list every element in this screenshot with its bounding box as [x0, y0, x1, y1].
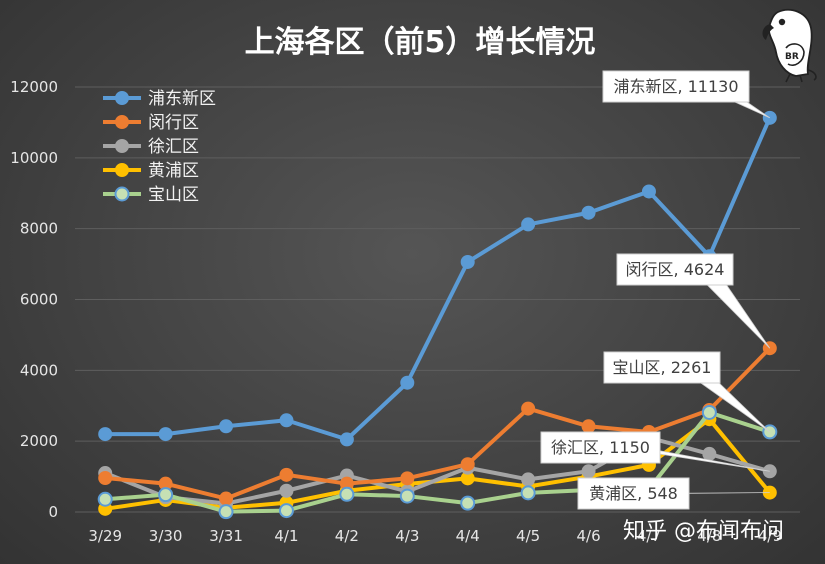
series-1	[98, 110, 777, 447]
series-line	[103, 115, 772, 442]
legend-item: 黄浦区	[103, 161, 199, 181]
callout-label: 闵行区, 4624	[626, 260, 725, 279]
data-point	[641, 184, 656, 199]
data-point	[278, 503, 294, 519]
y-tick-label: 12000	[10, 78, 58, 96]
data-point	[339, 432, 354, 447]
legend-swatch-marker	[115, 115, 129, 129]
legend-item: 宝山区	[103, 185, 199, 205]
data-point	[521, 472, 536, 487]
gridlines	[75, 86, 800, 513]
data-point	[339, 486, 355, 502]
data-point	[219, 419, 234, 434]
legend-swatch-marker	[115, 139, 129, 153]
legend-label: 徐汇区	[148, 137, 199, 157]
data-callout: 浦东新区, 11130	[602, 70, 771, 119]
data-point	[279, 467, 294, 482]
parrot-logo-icon: BR	[762, 8, 817, 83]
callout-label: 宝山区, 2261	[613, 358, 712, 377]
x-tick-label: 3/30	[149, 527, 183, 545]
legend-swatch-marker	[115, 91, 129, 105]
data-point	[581, 419, 596, 434]
data-callout: 徐汇区, 1150	[540, 431, 770, 472]
y-tick-label: 0	[48, 503, 58, 521]
callout-box	[616, 253, 734, 286]
legend-label: 黄浦区	[148, 161, 199, 181]
data-callout: 宝山区, 2261	[603, 351, 771, 433]
chart-title: 上海各区（前5）增长情况	[245, 25, 596, 60]
watermark: 知乎 @布闻布问	[623, 519, 784, 544]
data-point	[702, 446, 717, 461]
callout-layer: 浦东新区, 11130 闵行区, 4624 宝山区, 2261 徐汇区, 1150 黄浦…	[540, 70, 771, 510]
x-tick-label: 3/29	[88, 527, 122, 545]
x-tick-label: 4/1	[274, 527, 298, 545]
callout-box	[577, 477, 690, 510]
data-point	[218, 504, 234, 520]
data-point	[400, 471, 415, 486]
data-point	[219, 491, 234, 506]
data-point	[98, 471, 113, 485]
data-point	[581, 205, 596, 220]
data-callout: 黄浦区, 548	[577, 477, 770, 510]
data-point	[521, 401, 536, 416]
legend-label: 宝山区	[148, 185, 199, 205]
callout-box	[540, 431, 661, 464]
callout-label: 黄浦区, 548	[589, 484, 678, 503]
data-callout: 闵行区, 4624	[616, 253, 771, 349]
series-line	[103, 410, 772, 514]
y-tick-label: 2000	[20, 432, 58, 450]
data-point	[158, 427, 173, 442]
data-point	[460, 495, 476, 511]
x-tick-label: 4/4	[456, 527, 480, 545]
data-point	[581, 464, 596, 479]
callout-box	[602, 70, 750, 103]
legend-item: 闵行区	[103, 113, 199, 133]
data-point	[158, 487, 174, 503]
y-tick-label: 4000	[20, 361, 58, 379]
y-tick-label: 6000	[20, 291, 58, 309]
data-point	[460, 457, 475, 472]
data-point	[97, 491, 113, 507]
data-point	[400, 375, 415, 390]
y-tick-label: 8000	[20, 220, 58, 238]
x-tick-label: 4/9	[758, 527, 782, 545]
x-tick-label: 4/8	[697, 527, 721, 545]
data-point	[460, 254, 475, 269]
callout-box	[603, 351, 721, 384]
data-point	[279, 413, 294, 428]
legend-label: 浦东新区	[148, 89, 216, 109]
x-axis-ticks: 3/29 3/30 3/31 4/1 4/2 4/3 4/4 4/5 4/6 4/7 4/8 4/9	[88, 527, 781, 545]
legend-item: 浦东新区	[103, 89, 216, 109]
data-point	[520, 485, 536, 501]
callout-label: 徐汇区, 1150	[551, 438, 650, 457]
x-tick-label: 4/7	[637, 527, 661, 545]
legend-label: 闵行区	[148, 113, 199, 133]
series-layer	[97, 110, 778, 520]
data-point	[521, 217, 536, 232]
legend-swatch-marker	[114, 186, 130, 202]
data-point	[279, 483, 294, 498]
x-tick-label: 4/6	[576, 527, 600, 545]
y-tick-label: 10000	[10, 149, 58, 167]
data-point	[98, 427, 113, 442]
data-point	[701, 404, 717, 420]
x-tick-label: 4/5	[516, 527, 540, 545]
x-tick-label: 3/31	[209, 527, 243, 545]
x-tick-label: 4/3	[395, 527, 419, 545]
y-axis-ticks: 0 2000 4000 6000 8000 10000 12000	[10, 78, 58, 521]
x-tick-label: 4/2	[335, 527, 359, 545]
legend-swatch-marker	[115, 163, 129, 177]
callout-label: 浦东新区, 11130	[613, 77, 738, 96]
series-line	[103, 346, 772, 501]
legend-item: 徐汇区	[103, 137, 199, 157]
data-point	[399, 488, 415, 504]
logo-text: BR	[785, 52, 799, 62]
